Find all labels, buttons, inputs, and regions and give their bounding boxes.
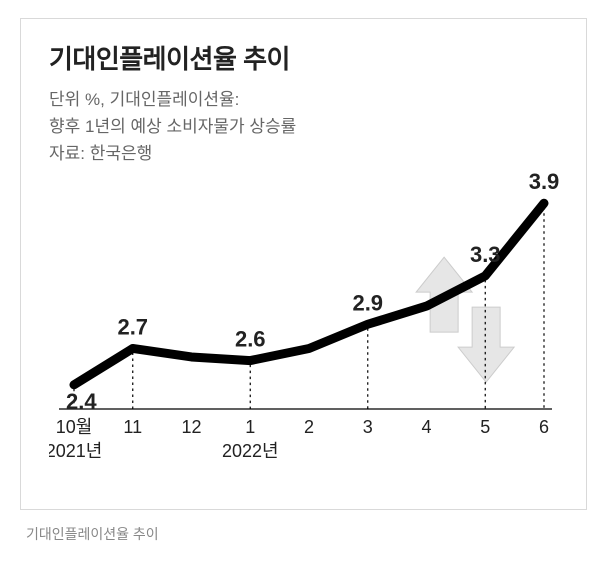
meta-line: 단위 %, 기대인플레이션율: (49, 86, 558, 113)
chart-meta: 단위 %, 기대인플레이션율: 향후 1년의 예상 소비자물가 상승률 자료: … (49, 86, 558, 168)
value-label: 2.7 (117, 314, 148, 339)
x-year-label: 2022년 (222, 441, 279, 461)
line-chart: 2.42.72.62.93.33.910월11121234562021년2022… (49, 169, 558, 487)
chart-title: 기대인플레이션율 추이 (49, 39, 558, 76)
x-tick-label: 1 (245, 417, 255, 437)
value-label: 2.9 (352, 290, 383, 315)
value-label: 3.3 (470, 242, 501, 267)
container: 기대인플레이션율 추이 단위 %, 기대인플레이션율: 향후 1년의 예상 소비… (0, 0, 607, 561)
chart-svg: 2.42.72.62.93.33.910월11121234562021년2022… (49, 169, 559, 469)
value-label: 2.4 (66, 389, 97, 414)
x-tick-label: 12 (181, 417, 201, 437)
x-tick-label: 10월 (56, 417, 93, 437)
caption: 기대인플레이션율 추이 (20, 524, 587, 544)
x-tick-label: 6 (539, 417, 549, 437)
value-label: 2.6 (235, 327, 266, 352)
x-tick-label: 3 (363, 417, 373, 437)
meta-line: 자료: 한국은행 (49, 140, 558, 167)
x-tick-label: 4 (421, 417, 431, 437)
x-tick-label: 5 (480, 417, 490, 437)
x-year-label: 2021년 (49, 441, 102, 461)
chart-box: 기대인플레이션율 추이 단위 %, 기대인플레이션율: 향후 1년의 예상 소비… (20, 18, 587, 510)
arrow-down-icon (458, 307, 514, 382)
value-label: 3.9 (529, 169, 559, 194)
x-tick-label: 2 (304, 417, 314, 437)
x-tick-label: 11 (123, 417, 142, 437)
meta-line: 향후 1년의 예상 소비자물가 상승률 (49, 113, 558, 140)
